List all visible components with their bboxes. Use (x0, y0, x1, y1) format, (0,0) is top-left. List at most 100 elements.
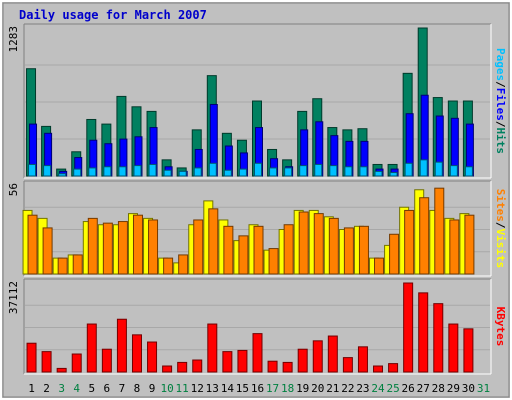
visits-sites-panel: 56 Sites/Visits (7, 180, 507, 277)
kbytes-bar (388, 363, 399, 373)
pages-bar (88, 167, 97, 177)
kbytes-bar (448, 323, 459, 373)
x-tick-label: 20 (311, 382, 324, 395)
legend-entry: Sites (494, 189, 507, 222)
series-pages (28, 159, 473, 177)
kbytes-bar (131, 334, 142, 373)
pages-bar (103, 166, 112, 177)
kbytes-bar (237, 349, 248, 373)
y-max-label: 37112 (7, 281, 20, 314)
kbytes-bar (433, 303, 444, 373)
x-tick-label: 2 (43, 382, 50, 395)
legend-entry: / (494, 121, 507, 128)
legend-entry: KBytes (494, 307, 507, 347)
kbytes-bar (418, 292, 429, 373)
series-kbytes (26, 282, 474, 373)
legend-entry: / (494, 222, 507, 229)
kbytes-bar (162, 365, 173, 373)
sites-bar (42, 227, 53, 275)
x-tick-label: 6 (104, 382, 111, 395)
kbytes-bar (207, 323, 218, 373)
sites-bar (57, 257, 68, 275)
x-tick-label: 25 (386, 382, 399, 395)
pages-bar (284, 167, 293, 177)
kbytes-bar (222, 351, 233, 373)
x-tick-label: 8 (134, 382, 141, 395)
kbytes-bar (282, 361, 293, 373)
x-tick-label: 18 (281, 382, 294, 395)
sites-bar (298, 211, 309, 275)
chart-title: Daily usage for March 2007 (19, 8, 207, 22)
pages-bar (238, 168, 247, 177)
sites-bar (87, 217, 98, 275)
x-tick-label: 12 (191, 382, 204, 395)
x-tick-label: 11 (176, 382, 189, 395)
x-tick-label: 5 (88, 382, 95, 395)
sites-bar (72, 254, 83, 275)
pages-bar (163, 169, 172, 177)
sites-bar (449, 219, 460, 275)
sites-bar (208, 208, 219, 275)
legend-entry: Files (494, 88, 507, 121)
sites-bar (328, 217, 339, 275)
sites-bar (102, 222, 113, 275)
x-tick-label: 31 (477, 382, 490, 395)
sites-bar (193, 219, 204, 275)
sites-bar (313, 213, 324, 275)
sites-bar (404, 209, 415, 275)
kbytes-bar (342, 357, 353, 373)
pages-bar (404, 162, 413, 177)
kbytes-bar (267, 360, 278, 373)
kbytes-bar (41, 351, 52, 373)
legend-entry: Visits (494, 229, 507, 269)
sites-bar (419, 197, 430, 275)
pages-bar (118, 166, 127, 177)
sites-bar (464, 214, 475, 275)
x-tick-label: 23 (356, 382, 369, 395)
pages-bar (449, 165, 458, 177)
sites-bar (389, 233, 400, 275)
x-tick-label: 1 (28, 382, 35, 395)
kbytes-bar (116, 318, 127, 373)
pages-bar (254, 162, 262, 177)
legend-entry: Pages (494, 48, 507, 81)
x-tick-label: 7 (119, 382, 126, 395)
kbytes-panel: 37112 KBytes (7, 278, 507, 375)
legend: Sites/Visits (494, 189, 507, 269)
pages-bar (223, 169, 232, 177)
kbytes-bar (463, 328, 474, 373)
pages-bar (58, 173, 67, 177)
x-tick-label: 3 (58, 382, 65, 395)
sites-bar (374, 257, 385, 275)
kbytes-bar (147, 341, 158, 373)
kbytes-bar (26, 342, 37, 373)
pages-bar (329, 165, 338, 177)
x-tick-label: 14 (221, 382, 235, 395)
kbytes-bar (71, 353, 82, 373)
pages-bar (193, 167, 202, 177)
sites-bar (268, 248, 279, 275)
sites-bar (27, 214, 38, 275)
sites-bar (253, 225, 264, 275)
pages-bar (359, 166, 368, 177)
kbytes-bar (312, 340, 323, 373)
x-tick-label: 10 (160, 382, 173, 395)
sites-bar (117, 221, 128, 275)
pages-bar (269, 167, 278, 177)
pages-bar (133, 165, 142, 177)
pages-bar (344, 166, 353, 177)
legend-entry: Hits (494, 128, 507, 155)
pages-bar (419, 159, 428, 177)
pages-bar (314, 163, 323, 177)
kbytes-bar (373, 365, 384, 373)
x-tick-label: 30 (462, 382, 475, 395)
kbytes-bar (192, 359, 203, 373)
x-tick-label: 29 (447, 382, 460, 395)
sites-bar (283, 224, 294, 275)
pages-bar (374, 170, 383, 177)
pages-bar (178, 170, 187, 177)
x-tick-label: 15 (236, 382, 249, 395)
sites-bar (132, 214, 143, 275)
